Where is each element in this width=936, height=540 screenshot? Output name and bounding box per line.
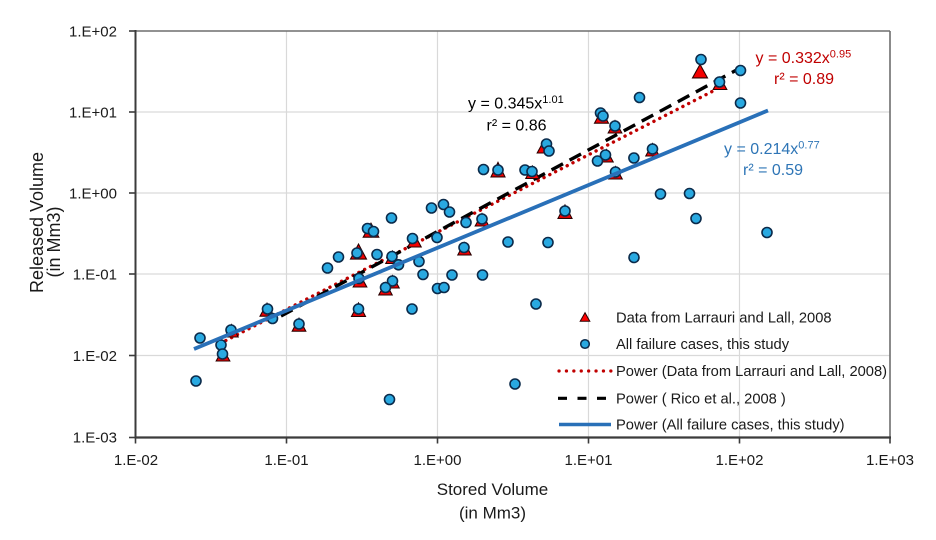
svg-text:1.E-01: 1.E-01	[73, 267, 117, 284]
svg-text:1.E+02: 1.E+02	[716, 452, 764, 469]
svg-text:r² = 0.89: r² = 0.89	[774, 71, 834, 88]
svg-text:All failure cases, this study: All failure cases, this study	[616, 337, 790, 353]
svg-text:1.E+00: 1.E+00	[69, 186, 117, 203]
svg-text:Power (All failure cases, this: Power (All failure cases, this study)	[616, 418, 845, 434]
svg-text:Data from Larrauri and Lall, 2: Data from Larrauri and Lall, 2008	[616, 311, 832, 327]
svg-text:1.E-02: 1.E-02	[114, 452, 158, 469]
svg-text:y = 0.214x0.77: y = 0.214x0.77	[724, 140, 820, 159]
svg-text:y = 0.332x0.95: y = 0.332x0.95	[756, 49, 852, 68]
svg-text:1.E+00: 1.E+00	[414, 452, 462, 469]
svg-text:1.E-02: 1.E-02	[73, 348, 117, 365]
svg-text:(in Mm3): (in Mm3)	[459, 504, 526, 523]
svg-text:(in Mm3): (in Mm3)	[44, 207, 64, 278]
svg-text:1.E+01: 1.E+01	[69, 105, 117, 122]
svg-text:1.E+01: 1.E+01	[565, 452, 613, 469]
svg-text:Power ( Rico et al., 2008 ): Power ( Rico et al., 2008 )	[616, 392, 786, 408]
svg-text:1.E+03: 1.E+03	[866, 452, 914, 469]
svg-text:Stored Volume: Stored Volume	[437, 480, 549, 499]
svg-text:1.E+02: 1.E+02	[69, 24, 117, 41]
svg-text:r² = 0.59: r² = 0.59	[743, 162, 803, 179]
svg-text:Released Volume: Released Volume	[27, 152, 47, 293]
svg-text:Power (Data from Larrauri and: Power (Data from Larrauri and Lall, 2008…	[616, 364, 887, 380]
svg-text:y = 0.345x1.01: y = 0.345x1.01	[468, 94, 564, 113]
svg-text:1.E-03: 1.E-03	[73, 430, 117, 447]
svg-text:r² = 0.86: r² = 0.86	[486, 118, 546, 135]
svg-text:1.E-01: 1.E-01	[264, 452, 308, 469]
